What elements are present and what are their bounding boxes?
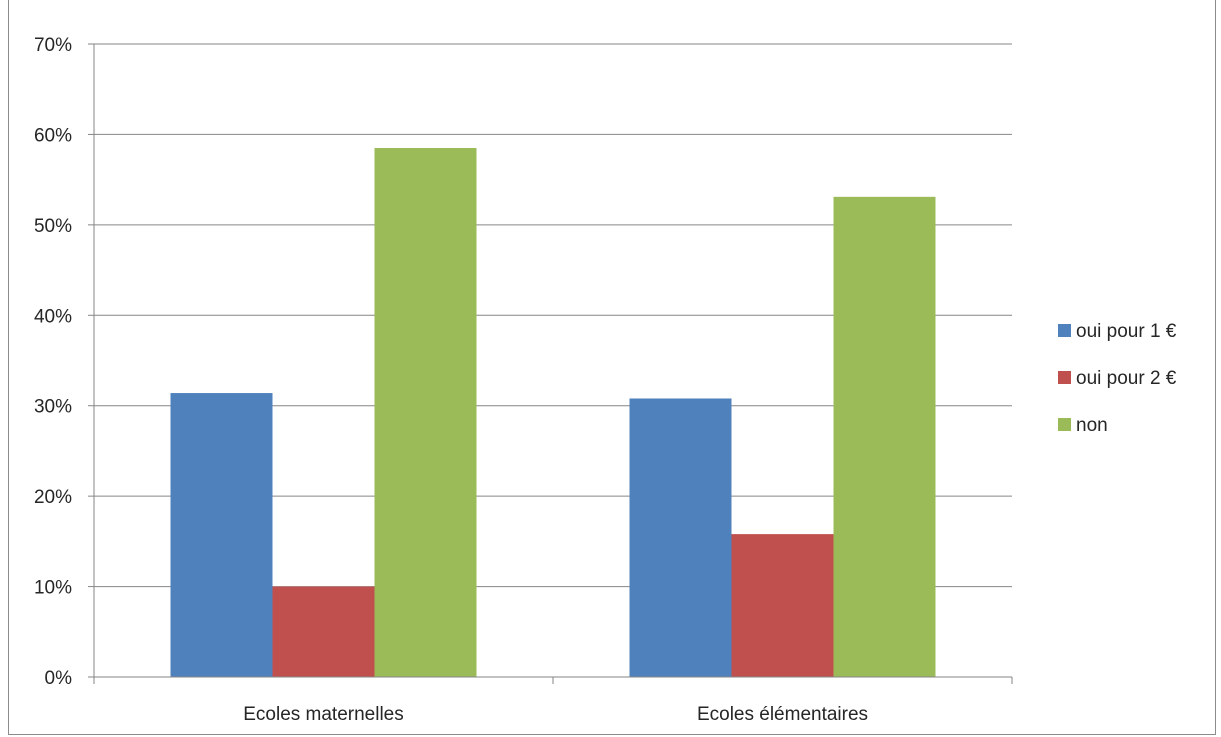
- legend-label-2: oui pour 2 €: [1076, 368, 1177, 389]
- y-tick-label: 40%: [34, 306, 72, 327]
- bar-1-2: [629, 398, 732, 677]
- x-category-label: Ecoles maternelles: [243, 704, 404, 725]
- bar-2-1: [272, 586, 375, 677]
- y-tick-label: 70%: [34, 35, 72, 56]
- legend-label-3: non: [1076, 415, 1108, 436]
- bar-3-1: [374, 147, 477, 677]
- y-tick-label: 20%: [34, 487, 72, 508]
- bar-2-2: [731, 534, 834, 677]
- legend-swatch-1: [1058, 324, 1071, 337]
- y-tick-label: 50%: [34, 216, 72, 237]
- legend-swatch-3: [1058, 418, 1071, 431]
- y-tick-label: 0%: [45, 668, 73, 689]
- legend-swatch-2: [1058, 371, 1071, 384]
- bar-1-1: [170, 393, 273, 677]
- y-tick-label: 30%: [34, 397, 72, 418]
- legend-label-1: oui pour 1 €: [1076, 321, 1177, 342]
- y-tick-label: 60%: [34, 125, 72, 146]
- x-category-label: Ecoles élémentaires: [697, 704, 868, 725]
- bar-3-2: [833, 196, 936, 677]
- y-tick-label: 10%: [34, 578, 72, 599]
